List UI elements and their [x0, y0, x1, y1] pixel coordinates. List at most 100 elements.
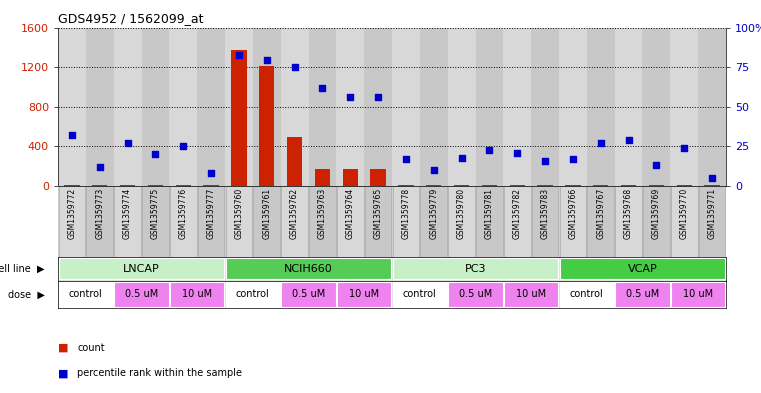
Point: [177, 143, 189, 150]
Text: GSM1359777: GSM1359777: [206, 188, 215, 239]
Point: [622, 137, 635, 143]
Bar: [337, 186, 364, 257]
Text: GSM1359783: GSM1359783: [540, 188, 549, 239]
Point: [456, 154, 468, 161]
Text: GSM1359764: GSM1359764: [345, 188, 355, 239]
Text: control: control: [69, 289, 103, 299]
Point: [66, 132, 78, 139]
Bar: [476, 28, 503, 186]
Bar: [621, 185, 636, 186]
Bar: [170, 282, 224, 307]
Bar: [59, 258, 224, 279]
Bar: [559, 28, 587, 186]
Text: LNCAP: LNCAP: [123, 264, 160, 274]
Bar: [225, 186, 253, 257]
Bar: [336, 28, 365, 186]
Bar: [148, 185, 163, 186]
Bar: [365, 186, 391, 257]
Bar: [309, 186, 336, 257]
Bar: [231, 50, 247, 186]
Bar: [448, 186, 475, 257]
Bar: [59, 282, 113, 307]
Text: GSM1359769: GSM1359769: [652, 188, 661, 239]
Bar: [699, 186, 725, 257]
Bar: [58, 28, 86, 186]
Bar: [225, 28, 253, 186]
Bar: [447, 28, 476, 186]
Bar: [559, 258, 725, 279]
Text: 0.5 uM: 0.5 uM: [626, 289, 659, 299]
Bar: [86, 28, 113, 186]
Bar: [559, 186, 586, 257]
Text: dose  ▶: dose ▶: [8, 289, 45, 299]
Text: GSM1359771: GSM1359771: [708, 188, 717, 239]
Text: ■: ■: [58, 368, 68, 378]
Bar: [337, 282, 391, 307]
Bar: [282, 186, 308, 257]
Bar: [393, 186, 419, 257]
Text: GSM1359779: GSM1359779: [429, 188, 438, 239]
Bar: [282, 282, 336, 307]
Bar: [698, 28, 726, 186]
Bar: [587, 186, 614, 257]
Bar: [420, 28, 447, 186]
Text: GSM1359782: GSM1359782: [513, 188, 522, 239]
Point: [149, 151, 161, 158]
Bar: [593, 185, 608, 186]
Bar: [225, 282, 280, 307]
Bar: [371, 169, 386, 186]
Text: ■: ■: [58, 343, 68, 353]
Bar: [426, 185, 441, 186]
Bar: [142, 28, 170, 186]
Bar: [705, 185, 720, 186]
Text: GSM1359774: GSM1359774: [123, 188, 132, 239]
Point: [344, 94, 356, 101]
Point: [539, 158, 551, 164]
Bar: [113, 28, 142, 186]
Point: [288, 64, 301, 71]
Text: GSM1359770: GSM1359770: [680, 188, 689, 239]
Text: GDS4952 / 1562099_at: GDS4952 / 1562099_at: [58, 13, 203, 26]
Bar: [510, 185, 525, 186]
Bar: [448, 282, 503, 307]
Point: [428, 167, 440, 173]
Bar: [504, 282, 559, 307]
Bar: [531, 28, 559, 186]
Bar: [342, 169, 358, 186]
Text: 0.5 uM: 0.5 uM: [459, 289, 492, 299]
Bar: [114, 186, 141, 257]
Text: 10 uM: 10 uM: [349, 289, 379, 299]
Bar: [454, 185, 470, 186]
Point: [567, 156, 579, 162]
Bar: [170, 186, 196, 257]
Bar: [482, 185, 497, 186]
Bar: [642, 28, 670, 186]
Point: [205, 170, 217, 176]
Bar: [120, 185, 135, 186]
Bar: [92, 185, 107, 186]
Bar: [198, 186, 224, 257]
Bar: [671, 282, 725, 307]
Bar: [504, 186, 530, 257]
Bar: [176, 185, 191, 186]
Bar: [203, 185, 218, 186]
Bar: [393, 258, 559, 279]
Text: cell line  ▶: cell line ▶: [0, 264, 45, 274]
Text: GSM1359776: GSM1359776: [179, 188, 188, 239]
Bar: [671, 186, 698, 257]
Text: GSM1359768: GSM1359768: [624, 188, 633, 239]
Bar: [253, 186, 280, 257]
Text: control: control: [403, 289, 437, 299]
Text: GSM1359765: GSM1359765: [374, 188, 383, 239]
Text: count: count: [77, 343, 105, 353]
Bar: [503, 28, 531, 186]
Text: GSM1359781: GSM1359781: [485, 188, 494, 239]
Bar: [476, 186, 503, 257]
Bar: [87, 186, 113, 257]
Bar: [253, 28, 281, 186]
Bar: [677, 185, 692, 186]
Bar: [532, 186, 559, 257]
Text: GSM1359762: GSM1359762: [290, 188, 299, 239]
Text: 10 uM: 10 uM: [182, 289, 212, 299]
Point: [94, 164, 106, 170]
